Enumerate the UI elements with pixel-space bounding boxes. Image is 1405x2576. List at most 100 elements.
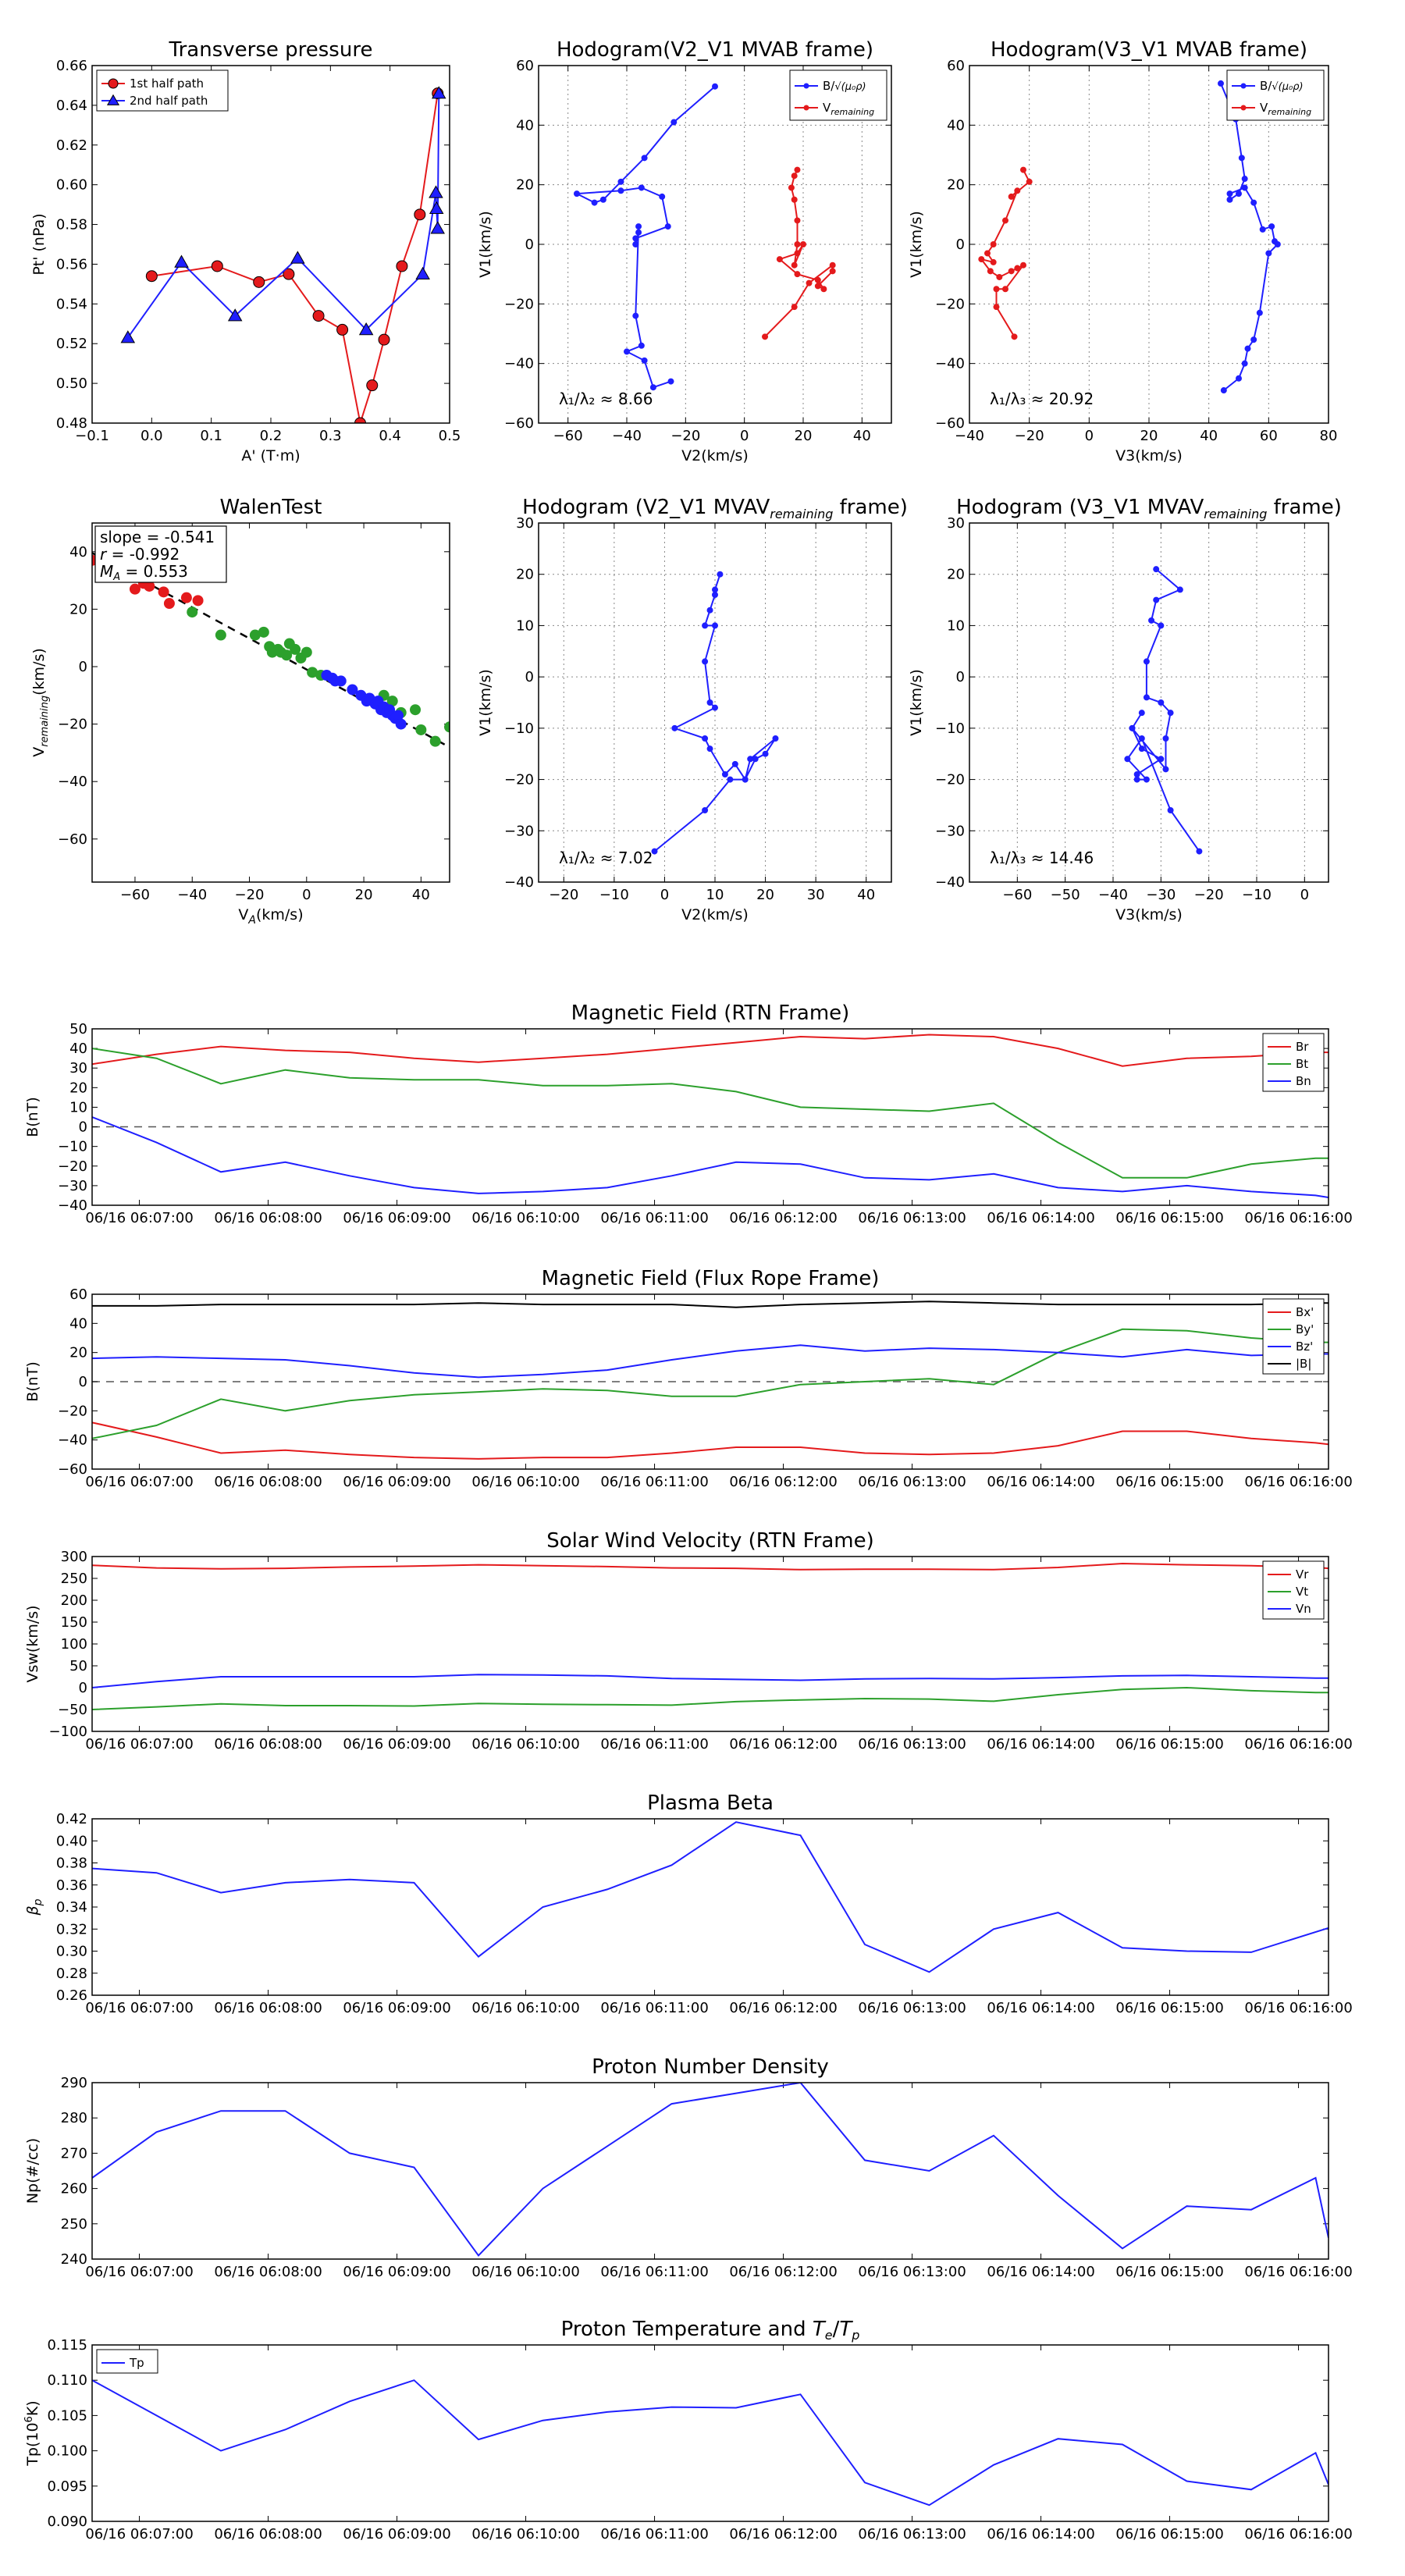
x-tick-label: −40 [612,428,642,444]
data-point [429,201,444,214]
data-point [651,848,658,855]
y-tick-label: 20 [947,567,965,583]
x-axis-label: VA(km/s) [238,906,303,927]
x-tick-label: 0.4 [379,428,401,444]
y-tick-label: −40 [935,874,965,891]
series-line-B [574,85,716,389]
x-tick-label: 06/16 06:15:00 [1115,1210,1223,1226]
y-tick-label: 20 [947,177,965,194]
series-line-Bn [92,1116,1329,1198]
data-point [1226,190,1233,197]
legend-label: |B| [1296,1357,1311,1371]
x-tick-label: −20 [1015,428,1044,444]
axes-frame [91,522,450,883]
legend-marker [803,105,809,111]
data-point [158,586,169,598]
x-tick-label: 06/16 06:10:00 [471,2264,579,2280]
y-tick-label: −10 [935,720,965,737]
legend-box [96,2349,158,2374]
x-tick-label: −40 [177,887,207,903]
data-point [632,241,639,247]
data-point [301,646,312,658]
legend-box [1226,69,1325,121]
data-point [635,229,642,236]
y-tick-label: −30 [504,823,534,839]
data-point [993,304,1000,311]
y-tick-label: 20 [69,601,87,617]
y-tick-label: 0 [79,1680,87,1696]
legend-label: Bt [1296,1057,1308,1071]
x-tick-label: 06/16 06:12:00 [729,1736,837,1752]
data-point [1026,178,1033,185]
axes-frame [91,2082,1329,2260]
data-point [649,384,656,391]
data-point [253,276,265,288]
x-tick-label: 0 [660,887,669,903]
x-tick-label: 0.5 [439,428,461,444]
data-point [990,241,997,247]
data-point [1153,566,1160,573]
data-point [727,776,734,783]
y-tick-label: 280 [61,2110,87,2126]
data-point [752,756,759,763]
data-point [386,696,398,707]
data-point [1259,226,1266,233]
plasma-beta: Plasma Beta 06/16 06:07:00 06/16 06:08:00 0… [24,1791,1353,2016]
x-tick-label: 06/16 06:07:00 [85,1736,193,1752]
x-tick-label: 06/16 06:14:00 [987,1210,1094,1226]
x-tick-label: 06/16 06:12:00 [729,2526,837,2542]
y-tick-label: −20 [58,717,87,733]
axes-frame [91,1818,1329,1996]
series-line-Bx' [92,1421,1329,1460]
x-tick-label: 0 [302,887,311,903]
data-point [641,155,648,162]
legend: B/√(μ₀ρ) Vremaining [789,69,887,121]
data-point [393,710,404,721]
x-tick-label: 06/16 06:09:00 [343,2000,450,2016]
x-tick-label: 06/16 06:11:00 [600,1210,708,1226]
x-tick-label: 10 [706,887,724,903]
y-tick-label: 0.56 [56,256,87,272]
x-tick-label: 06/16 06:07:00 [85,2264,193,2280]
y-tick-label: 0.34 [56,1899,87,1916]
data-point [1008,193,1015,200]
x-tick-label: 06/16 06:15:00 [1115,2526,1223,2542]
data-point [283,268,295,280]
x-tick-label: 06/16 06:14:00 [987,1736,1094,1752]
y-tick-label: 0 [956,669,965,685]
data-point [1008,268,1015,275]
x-tick-label: 20 [355,887,373,903]
axes-frame [969,522,1329,883]
data-point [180,592,192,603]
y-tick-label: 10 [69,1099,87,1115]
y-tick-label: −20 [935,772,965,788]
x-tick-label: 0 [1300,887,1309,903]
legend: 1st half path 2nd half path [96,69,229,112]
data-point [163,598,175,610]
x-axis-label: V2(km/s) [681,906,749,923]
y-tick-label: −20 [58,1158,87,1175]
x-tick-label: 06/16 06:10:00 [471,1736,579,1752]
y-tick-label: 0 [525,237,534,253]
data-point [829,268,836,275]
data-point [1268,223,1275,230]
data-point [747,756,754,763]
x-tick-label: 06/16 06:16:00 [1244,1474,1352,1490]
data-point [712,586,718,593]
y-tick-label: 300 [61,1549,87,1565]
chart-title: Hodogram (V2_V1 MVAVremaining frame) [522,496,908,521]
x-tick-label: −30 [1146,887,1176,903]
ratio-annotation: λ₁/λ₃ ≈ 20.92 [990,390,1094,408]
y-tick-label: 0.50 [56,375,87,392]
data-point [1244,345,1251,352]
x-axis-label: V2(km/s) [681,447,749,464]
x-tick-label: 06/16 06:09:00 [343,1736,450,1752]
y-axis-label: V1(km/s) [477,669,494,736]
legend-label: 1st half path [130,76,204,91]
y-tick-label: 40 [69,544,87,560]
legend-label: Vt [1296,1585,1308,1599]
data-point [1143,658,1150,665]
data-point [791,262,798,269]
